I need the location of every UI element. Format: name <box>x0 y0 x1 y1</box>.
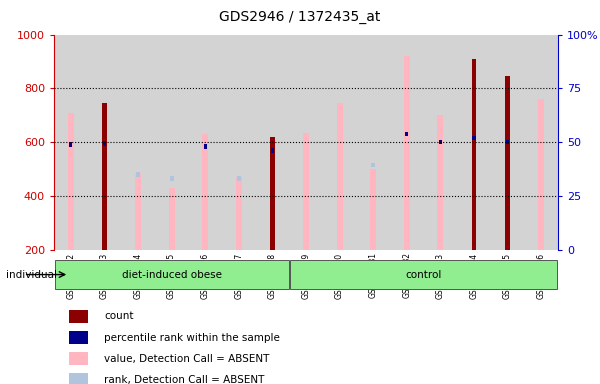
Bar <box>68 113 74 250</box>
Text: value, Detection Call = ABSENT: value, Detection Call = ABSENT <box>104 354 270 364</box>
Bar <box>472 136 476 141</box>
Bar <box>203 144 207 149</box>
Bar <box>135 174 141 250</box>
Bar <box>437 115 443 250</box>
Bar <box>256 35 289 250</box>
Bar <box>323 35 356 250</box>
Bar <box>491 35 524 250</box>
Bar <box>202 134 208 250</box>
Text: diet-induced obese: diet-induced obese <box>122 270 221 280</box>
Bar <box>69 352 88 366</box>
Bar <box>356 35 390 250</box>
Bar <box>69 142 73 147</box>
Bar <box>370 169 376 250</box>
Bar <box>69 373 88 384</box>
Bar <box>170 176 173 181</box>
Bar <box>188 35 222 250</box>
Bar <box>424 35 457 250</box>
Bar <box>222 35 256 250</box>
FancyBboxPatch shape <box>290 260 557 289</box>
Text: rank, Detection Call = ABSENT: rank, Detection Call = ABSENT <box>104 375 265 384</box>
Bar <box>121 35 155 250</box>
Bar <box>524 35 558 250</box>
Bar <box>236 177 242 250</box>
Bar <box>102 103 107 250</box>
Bar <box>505 76 510 250</box>
FancyBboxPatch shape <box>55 260 289 289</box>
Bar <box>289 35 323 250</box>
Bar <box>155 35 188 250</box>
Bar <box>439 140 442 144</box>
Bar <box>390 35 424 250</box>
Text: count: count <box>104 311 134 321</box>
Bar <box>54 35 88 250</box>
Bar <box>169 188 175 250</box>
Bar <box>237 176 241 181</box>
Bar <box>270 137 275 250</box>
Bar <box>404 56 410 250</box>
Text: percentile rank within the sample: percentile rank within the sample <box>104 333 280 343</box>
Bar <box>538 99 544 250</box>
Bar <box>457 35 491 250</box>
Bar <box>69 331 88 344</box>
Bar <box>371 162 375 167</box>
Bar <box>103 141 106 146</box>
Bar <box>506 140 509 144</box>
Bar <box>69 310 88 323</box>
Text: GDS2946 / 1372435_at: GDS2946 / 1372435_at <box>220 10 380 23</box>
Bar <box>303 133 309 250</box>
Bar <box>472 59 476 250</box>
Bar <box>271 148 274 152</box>
Bar <box>405 132 409 136</box>
Text: control: control <box>406 270 442 280</box>
Bar <box>88 35 121 250</box>
Bar <box>337 103 343 250</box>
Bar <box>136 172 140 177</box>
Text: individual: individual <box>6 270 57 280</box>
